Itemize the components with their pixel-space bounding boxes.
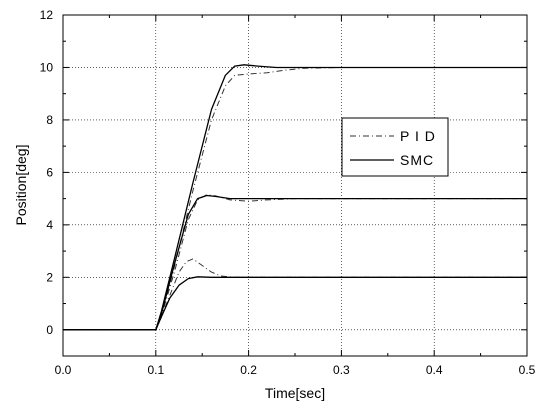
y-tick-label: 4 xyxy=(46,218,53,232)
x-axis-label: Time[sec] xyxy=(265,385,325,401)
series-lines xyxy=(63,64,527,331)
smc-curve-3 xyxy=(63,64,527,331)
y-tick-label: 12 xyxy=(40,8,54,22)
x-tick-label: 0.1 xyxy=(147,363,164,377)
y-tick-label: 10 xyxy=(40,60,54,74)
legend-smc-label: SMC xyxy=(400,152,434,168)
legend-pid-label: P I D xyxy=(400,128,436,144)
x-tick-label: 0.5 xyxy=(519,363,536,377)
y-tick-label: 0 xyxy=(46,323,53,337)
y-tick-label: 8 xyxy=(46,113,53,127)
y-tick-label: 6 xyxy=(46,165,53,179)
y-axis-label: Position[deg] xyxy=(13,145,29,226)
pid-curve-1 xyxy=(63,258,527,331)
y-tick-label: 2 xyxy=(46,270,53,284)
plot-frame xyxy=(62,14,528,357)
legend-box xyxy=(341,117,449,177)
legend: P I D SMC xyxy=(341,117,449,177)
x-tick-label: 0.3 xyxy=(333,363,350,377)
x-tick-label: 0.0 xyxy=(55,363,72,377)
x-tick-label: 0.2 xyxy=(240,363,257,377)
y-tick-labels: 0 2 4 6 8 10 12 xyxy=(40,8,54,337)
x-tick-labels: 0.0 0.1 0.2 0.3 0.4 0.5 xyxy=(55,363,536,377)
x-tick-label: 0.4 xyxy=(426,363,443,377)
